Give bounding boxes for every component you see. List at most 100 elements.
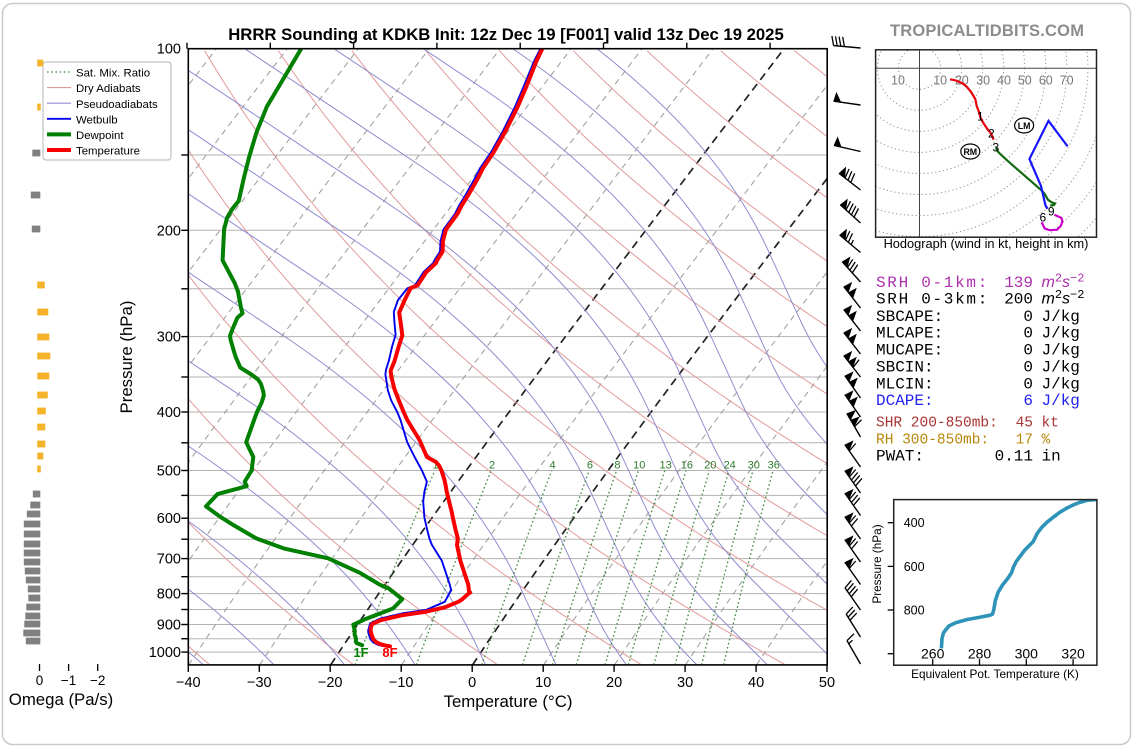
- svg-text:800: 800: [157, 587, 181, 603]
- svg-text:6: 6: [1023, 392, 1033, 410]
- svg-text:MLCAPE:: MLCAPE:: [876, 325, 943, 343]
- svg-text:Pressure (hPa): Pressure (hPa): [117, 301, 136, 414]
- svg-text:J/kg: J/kg: [1042, 342, 1080, 360]
- svg-text:Hodograph (wind in kt, height: Hodograph (wind in kt, height in km): [884, 236, 1089, 251]
- svg-text:Temperature: Temperature: [76, 146, 140, 158]
- svg-text:200: 200: [1004, 291, 1033, 309]
- svg-text:DCAPE:: DCAPE:: [876, 392, 934, 410]
- svg-text:40: 40: [748, 675, 764, 691]
- svg-text:13: 13: [659, 459, 671, 471]
- svg-text:Equivalent Pot. Temperature (K: Equivalent Pot. Temperature (K): [911, 667, 1079, 681]
- svg-text:17: 17: [1016, 432, 1033, 448]
- svg-text:1000: 1000: [149, 645, 181, 661]
- svg-text:20: 20: [606, 675, 622, 691]
- svg-text:30: 30: [976, 74, 990, 88]
- svg-text:10: 10: [933, 74, 947, 88]
- svg-text:0: 0: [1023, 359, 1033, 377]
- svg-text:Sat. Mix. Ratio: Sat. Mix. Ratio: [76, 68, 150, 80]
- svg-text:SHR 200-850mb:: SHR 200-850mb:: [876, 416, 998, 432]
- svg-text:60: 60: [1039, 74, 1053, 88]
- svg-text:70: 70: [1060, 74, 1074, 88]
- svg-text:500: 500: [157, 464, 181, 480]
- svg-text:139: 139: [1004, 274, 1033, 292]
- svg-text:0: 0: [1023, 308, 1033, 326]
- svg-text:2: 2: [988, 127, 995, 141]
- svg-text:4: 4: [549, 459, 555, 471]
- svg-text:−30: −30: [247, 675, 272, 691]
- svg-text:320: 320: [1061, 646, 1085, 662]
- svg-text:0: 0: [468, 675, 476, 691]
- svg-text:50: 50: [819, 675, 835, 691]
- svg-text:100: 100: [157, 42, 181, 58]
- svg-text:MUCAPE:: MUCAPE:: [876, 342, 943, 360]
- svg-text:16: 16: [681, 459, 693, 471]
- svg-text:50: 50: [1018, 74, 1032, 88]
- svg-text:J/kg: J/kg: [1042, 392, 1080, 410]
- svg-text:Dewpoint: Dewpoint: [76, 130, 124, 142]
- svg-text:30: 30: [677, 675, 693, 691]
- svg-text:SRH 0-3km:: SRH 0-3km:: [876, 291, 989, 309]
- svg-text:J/kg: J/kg: [1042, 375, 1080, 393]
- svg-text:RM: RM: [963, 147, 977, 157]
- svg-text:Pseudoadiabats: Pseudoadiabats: [76, 99, 158, 111]
- svg-text:−2: −2: [90, 673, 105, 688]
- svg-text:−40: −40: [176, 675, 201, 691]
- svg-text:Temperature (°C): Temperature (°C): [444, 692, 573, 711]
- svg-text:24: 24: [724, 459, 736, 471]
- svg-text:20: 20: [704, 459, 716, 471]
- svg-text:3: 3: [992, 141, 999, 155]
- svg-text:−1: −1: [61, 673, 76, 688]
- svg-text:Pressure (hPa): Pressure (hPa): [870, 524, 884, 603]
- svg-text:TROPICALTIDBITS.COM: TROPICALTIDBITS.COM: [890, 22, 1084, 40]
- svg-text:0: 0: [1023, 342, 1033, 360]
- svg-text:1F: 1F: [353, 645, 368, 660]
- svg-text:36: 36: [768, 459, 780, 471]
- svg-text:6: 6: [1040, 210, 1047, 224]
- svg-text:−10: −10: [389, 675, 414, 691]
- svg-text:10: 10: [633, 459, 645, 471]
- svg-text:MLCIN:: MLCIN:: [876, 375, 934, 393]
- svg-text:m2s−2: m2s−2: [1042, 288, 1085, 308]
- svg-text:Omega (Pa/s): Omega (Pa/s): [9, 690, 113, 709]
- svg-text:HRRR Sounding at KDKB Init: 12: HRRR Sounding at KDKB Init: 12z Dec 19 […: [228, 25, 784, 44]
- svg-text:6: 6: [587, 459, 593, 471]
- svg-text:0: 0: [36, 673, 44, 688]
- svg-text:J/kg: J/kg: [1042, 359, 1080, 377]
- svg-text:kt: kt: [1042, 416, 1059, 432]
- svg-text:9: 9: [1048, 204, 1055, 218]
- svg-text:400: 400: [157, 405, 181, 421]
- svg-text:30: 30: [748, 459, 760, 471]
- svg-text:900: 900: [157, 618, 181, 634]
- svg-text:600: 600: [157, 511, 181, 527]
- svg-text:LM: LM: [1018, 121, 1031, 131]
- svg-text:8F: 8F: [382, 645, 397, 660]
- svg-text:10: 10: [535, 675, 551, 691]
- svg-text:RH 300-850mb:: RH 300-850mb:: [876, 432, 989, 448]
- svg-text:400: 400: [904, 516, 925, 530]
- svg-text:8: 8: [614, 459, 620, 471]
- svg-text:45: 45: [1016, 416, 1033, 432]
- svg-text:in: in: [1042, 448, 1061, 466]
- svg-text:300: 300: [157, 330, 181, 346]
- svg-text:260: 260: [921, 646, 945, 662]
- svg-text:300: 300: [1015, 646, 1039, 662]
- svg-text:280: 280: [968, 646, 992, 662]
- svg-text:−20: −20: [318, 675, 343, 691]
- svg-text:SRH 0-1km:: SRH 0-1km:: [876, 274, 989, 292]
- svg-text:SBCAPE:: SBCAPE:: [876, 308, 943, 326]
- svg-text:PWAT:: PWAT:: [876, 448, 924, 466]
- svg-text:0: 0: [1023, 375, 1033, 393]
- svg-text:200: 200: [157, 223, 181, 239]
- svg-text:%: %: [1042, 432, 1051, 448]
- svg-text:20: 20: [955, 74, 969, 88]
- svg-text:2: 2: [489, 459, 495, 471]
- svg-text:0: 0: [1023, 325, 1033, 343]
- svg-text:m2s−2: m2s−2: [1042, 272, 1085, 292]
- svg-text:600: 600: [904, 560, 925, 574]
- svg-text:1: 1: [433, 459, 439, 471]
- svg-text:700: 700: [157, 552, 181, 568]
- svg-text:SBCIN:: SBCIN:: [876, 359, 934, 377]
- svg-text:0.11: 0.11: [995, 448, 1033, 466]
- svg-text:1: 1: [977, 110, 984, 124]
- svg-text:40: 40: [997, 74, 1011, 88]
